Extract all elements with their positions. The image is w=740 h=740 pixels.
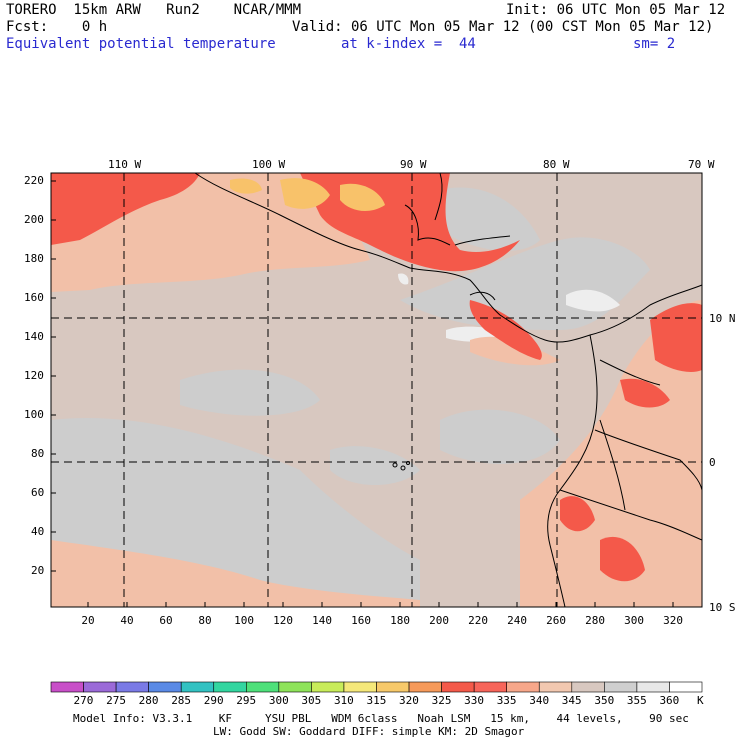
y-tick-label: 200 <box>24 213 44 226</box>
colorbar-label: 290 <box>203 694 224 707</box>
x-tick-label: 200 <box>429 614 449 627</box>
x-tick-label: 280 <box>585 614 605 627</box>
x-tick-label: 20 <box>81 614 95 627</box>
colorbar-swatch <box>148 681 182 693</box>
colorbar-swatch <box>441 681 475 693</box>
x-tick-label: 80 <box>198 614 212 627</box>
colorbar-label: 300 <box>268 694 289 707</box>
x-tick-label: 40 <box>120 614 134 627</box>
colorbar-swatch <box>180 681 215 693</box>
colorbar-swatch <box>83 681 117 693</box>
x-tick-label: 120 <box>273 614 293 627</box>
y-tick-label: 100 <box>24 408 44 421</box>
colorbar-swatch <box>604 681 638 693</box>
colorbar <box>50 681 703 693</box>
lat-label-10n: 10 N <box>709 312 736 325</box>
x-tick-label: 140 <box>312 614 332 627</box>
lat-label-10s: 10 S <box>709 601 736 614</box>
colorbar-swatch <box>115 681 149 693</box>
x-tick-label: 260 <box>546 614 566 627</box>
colorbar-label: 325 <box>431 694 452 707</box>
lon-label-90w: 90 W <box>400 158 427 171</box>
colorbar-swatch <box>636 681 670 693</box>
y-tick-label: 40 <box>31 525 45 538</box>
colorbar-label: 340 <box>529 694 550 707</box>
field-name: Equivalent potential temperature <box>6 36 276 52</box>
y-tick-label: 160 <box>24 291 44 304</box>
y-tick-label: 140 <box>24 330 44 343</box>
forecast-hour: Fcst: 0 h <box>6 19 108 35</box>
colorbar-swatch <box>50 681 84 693</box>
colorbar-label: 315 <box>366 694 387 707</box>
x-tick-label: 60 <box>159 614 173 627</box>
x-tick-label: 240 <box>507 614 527 627</box>
y-tick-label: 20 <box>31 564 45 577</box>
colorbar-swatch <box>506 681 540 693</box>
y-axis-ticks <box>51 180 56 572</box>
lon-label-110w: 110 W <box>108 158 142 171</box>
y-tick-label: 80 <box>31 447 45 460</box>
x-tick-label: 100 <box>234 614 254 627</box>
level-info: at k-index = 44 <box>341 36 476 52</box>
colorbar-swatch <box>473 681 507 693</box>
lon-label-80w: 80 W <box>543 158 570 171</box>
colorbar-swatch <box>669 681 703 693</box>
colorbar-label: 270 <box>73 694 94 707</box>
smoothing-info: sm= 2 <box>633 36 676 52</box>
colorbar-label: 275 <box>106 694 126 707</box>
map-frame <box>50 172 703 608</box>
y-tick-label: 60 <box>31 486 45 499</box>
lon-label-100w: 100 W <box>252 158 286 171</box>
valid-time: Valid: 06 UTC Mon 05 Mar 12 (00 CST Mon … <box>292 19 714 35</box>
x-tick-label: 320 <box>663 614 683 627</box>
colorbar-swatch <box>213 681 247 693</box>
colorbar-label: 280 <box>138 694 159 707</box>
x-tick-label: 220 <box>468 614 488 627</box>
coastline <box>194 172 703 608</box>
y-tick-label: 180 <box>24 252 44 265</box>
y-tick-label: 220 <box>24 174 44 187</box>
colorbar-swatch <box>538 681 573 693</box>
x-tick-label: 180 <box>390 614 410 627</box>
colorbar-label: 350 <box>594 694 615 707</box>
colorbar-label: 345 <box>561 694 582 707</box>
colorbar-swatch <box>376 681 410 693</box>
colorbar-unit: K <box>697 694 704 707</box>
x-axis-ticks <box>87 602 674 607</box>
colorbar-label: 310 <box>333 694 354 707</box>
colorbar-label: 335 <box>496 694 517 707</box>
colorbar-swatch <box>343 681 377 693</box>
x-tick-label: 300 <box>624 614 644 627</box>
colorbar-label: 330 <box>464 694 485 707</box>
y-tick-label: 120 <box>24 369 44 382</box>
theta-e-320-region <box>230 178 385 212</box>
lon-label-70w: 70 W <box>688 158 715 171</box>
x-tick-label: 160 <box>351 614 371 627</box>
colorbar-swatch <box>571 681 605 693</box>
latlon-grid <box>51 173 702 607</box>
colorbar-swatch <box>408 681 442 693</box>
colorbar-label: 320 <box>399 694 419 707</box>
init-time: Init: 06 UTC Mon 05 Mar 12 <box>506 2 726 18</box>
model-info: Model Info: V3.3.1 KF YSU PBL WDM 6class… <box>73 712 689 725</box>
colorbar-swatch <box>246 681 280 693</box>
colorbar-label: 355 <box>626 694 647 707</box>
colorbar-label: 305 <box>301 694 322 707</box>
colorbar-label: 360 <box>659 694 680 707</box>
lat-label-0: 0 <box>709 456 716 469</box>
colorbar-label: 285 <box>171 694 192 707</box>
colorbar-swatch <box>278 681 312 693</box>
colorbar-label: 295 <box>236 694 257 707</box>
colorbar-swatch <box>311 681 345 693</box>
model-title: TORERO 15km ARW Run2 NCAR/MMM <box>6 2 302 18</box>
physics-info: LW: Godd SW: Goddard DIFF: simple KM: 2D… <box>213 725 525 738</box>
